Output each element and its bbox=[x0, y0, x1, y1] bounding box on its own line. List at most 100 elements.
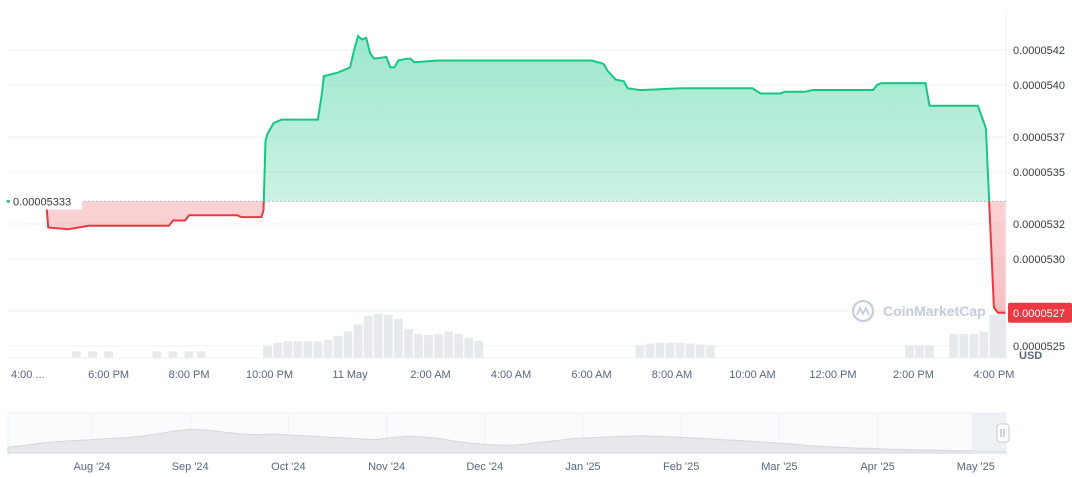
volume-bar bbox=[675, 342, 685, 358]
volume-bar bbox=[685, 343, 695, 358]
current-price-text: 0.0000527 bbox=[1013, 308, 1065, 320]
volume-bar bbox=[343, 331, 353, 358]
volume-bar bbox=[353, 324, 363, 358]
volume-bar bbox=[303, 341, 313, 358]
volume-bar bbox=[323, 339, 333, 358]
navigator-tick-label: Mar '25 bbox=[761, 461, 797, 473]
volume-bar bbox=[293, 341, 303, 358]
volume-bar bbox=[705, 345, 715, 358]
y-tick-label: 0.0000537 bbox=[1013, 132, 1065, 144]
volume-bar bbox=[152, 351, 162, 358]
volume-bar bbox=[363, 315, 373, 358]
navigator-handle-body[interactable] bbox=[996, 423, 1010, 443]
navigator-tick-label: Aug '24 bbox=[74, 461, 111, 473]
volume-bar bbox=[925, 345, 934, 358]
coinmarketcap-logo-mark bbox=[856, 305, 870, 317]
volume-bar bbox=[969, 334, 979, 358]
volume-bar bbox=[989, 314, 999, 358]
currency-unit: USD bbox=[1019, 350, 1042, 362]
navigator-tick-label: Oct '24 bbox=[271, 461, 306, 473]
x-tick-label: 12:00 PM bbox=[809, 369, 856, 381]
x-tick-label: 4:00 AM bbox=[491, 369, 531, 381]
reference-price-text: 0.00005333 bbox=[13, 196, 71, 208]
y-tick-label: 0.0000525 bbox=[1013, 341, 1065, 353]
volume-bar bbox=[997, 310, 1007, 358]
volume-bar bbox=[184, 351, 194, 358]
navigator-tick-label: Sep '24 bbox=[172, 461, 209, 473]
volume-bar bbox=[695, 344, 705, 358]
volume-bar bbox=[196, 351, 206, 358]
volume-bar bbox=[263, 346, 272, 358]
volume-bar bbox=[72, 351, 81, 358]
navigator-tick-label: Dec '24 bbox=[466, 461, 503, 473]
y-tick-label: 0.0000532 bbox=[1013, 219, 1065, 231]
volume-bar bbox=[373, 313, 383, 358]
volume-bar bbox=[414, 334, 423, 358]
volume-bar bbox=[645, 343, 655, 358]
area-below-reference bbox=[8, 201, 1006, 313]
volume-bar bbox=[655, 342, 665, 358]
price-line-down bbox=[8, 201, 1006, 314]
volume-bar bbox=[454, 334, 464, 358]
watermark: CoinMarketCap bbox=[851, 299, 986, 323]
volume-bar bbox=[949, 334, 959, 358]
navigator-tick-label: Apr '25 bbox=[860, 461, 895, 473]
x-tick-label: 10:00 AM bbox=[729, 369, 775, 381]
x-tick-label: 11 May bbox=[332, 369, 368, 381]
volume-bar bbox=[474, 340, 484, 358]
x-tick-label: 10:00 PM bbox=[246, 369, 293, 381]
y-tick-label: 0.0000530 bbox=[1013, 254, 1065, 266]
volume-bar bbox=[88, 351, 97, 358]
navigator-tick-label: Nov '24 bbox=[368, 461, 405, 473]
volume-bar bbox=[333, 335, 343, 358]
x-tick-label: 2:00 AM bbox=[410, 369, 450, 381]
y-tick-label: 0.0000542 bbox=[1013, 45, 1065, 57]
y-tick-label: 0.0000535 bbox=[1013, 167, 1065, 179]
volume-bar bbox=[168, 351, 178, 358]
volume-bar bbox=[905, 345, 914, 358]
y-axis: 0.0000542 0.0000540 0.0000537 0.0000535 0.00… bbox=[1013, 45, 1065, 353]
volume-bar bbox=[979, 331, 989, 358]
volume-bar bbox=[959, 334, 969, 358]
x-tick-label: 4:00 PM bbox=[973, 369, 1014, 381]
navigator-history-area bbox=[7, 428, 1007, 454]
navigator-tick-label: May '25 bbox=[957, 461, 995, 473]
x-tick-label: 4:00 ... bbox=[11, 369, 45, 381]
volume-bar bbox=[915, 345, 924, 358]
reference-price-label: 0.00005333 bbox=[6, 193, 82, 210]
x-tick-label: 8:00 AM bbox=[652, 369, 692, 381]
volume-bars bbox=[72, 310, 1007, 358]
volume-bar bbox=[404, 329, 413, 358]
volume-bar bbox=[283, 341, 293, 358]
reference-price-label-bg bbox=[10, 193, 82, 210]
volume-bar bbox=[104, 351, 114, 358]
navigator-handle[interactable] bbox=[996, 423, 1010, 443]
x-tick-label: 8:00 PM bbox=[169, 369, 210, 381]
navigator-axis: Aug '24 Sep '24 Oct '24 Nov '24 Dec '24 Jan '… bbox=[74, 461, 995, 473]
navigator-tick-label: Feb '25 bbox=[663, 461, 699, 473]
volume-bar bbox=[393, 318, 403, 358]
watermark-text: CoinMarketCap bbox=[883, 303, 986, 319]
volume-bar bbox=[665, 342, 675, 358]
current-price-badge-bg bbox=[1008, 302, 1072, 323]
navigator-tick-label: Jan '25 bbox=[565, 461, 600, 473]
volume-bar bbox=[464, 337, 474, 358]
volume-bar bbox=[383, 314, 393, 358]
x-tick-label: 6:00 PM bbox=[88, 369, 129, 381]
coinmarketcap-logo-icon bbox=[851, 299, 875, 323]
volume-bar bbox=[444, 331, 454, 358]
volume-bar bbox=[273, 342, 283, 358]
volume-bar bbox=[635, 345, 645, 358]
x-tick-label: 6:00 AM bbox=[571, 369, 611, 381]
x-axis: 4:00 ... 6:00 PM 8:00 PM 10:00 PM 11 May 2:00… bbox=[11, 369, 1014, 381]
reference-dot bbox=[6, 199, 10, 203]
volume-bar bbox=[434, 334, 443, 358]
x-tick-label: 2:00 PM bbox=[893, 369, 934, 381]
area-above-reference bbox=[263, 36, 990, 202]
price-area bbox=[8, 34, 1006, 314]
volume-bar bbox=[313, 341, 323, 358]
current-price-badge: 0.0000527 bbox=[1008, 302, 1072, 323]
range-navigator[interactable]: Aug '24 Sep '24 Oct '24 Nov '24 Dec '24 Jan '… bbox=[7, 412, 1010, 473]
price-line-up bbox=[8, 34, 991, 202]
